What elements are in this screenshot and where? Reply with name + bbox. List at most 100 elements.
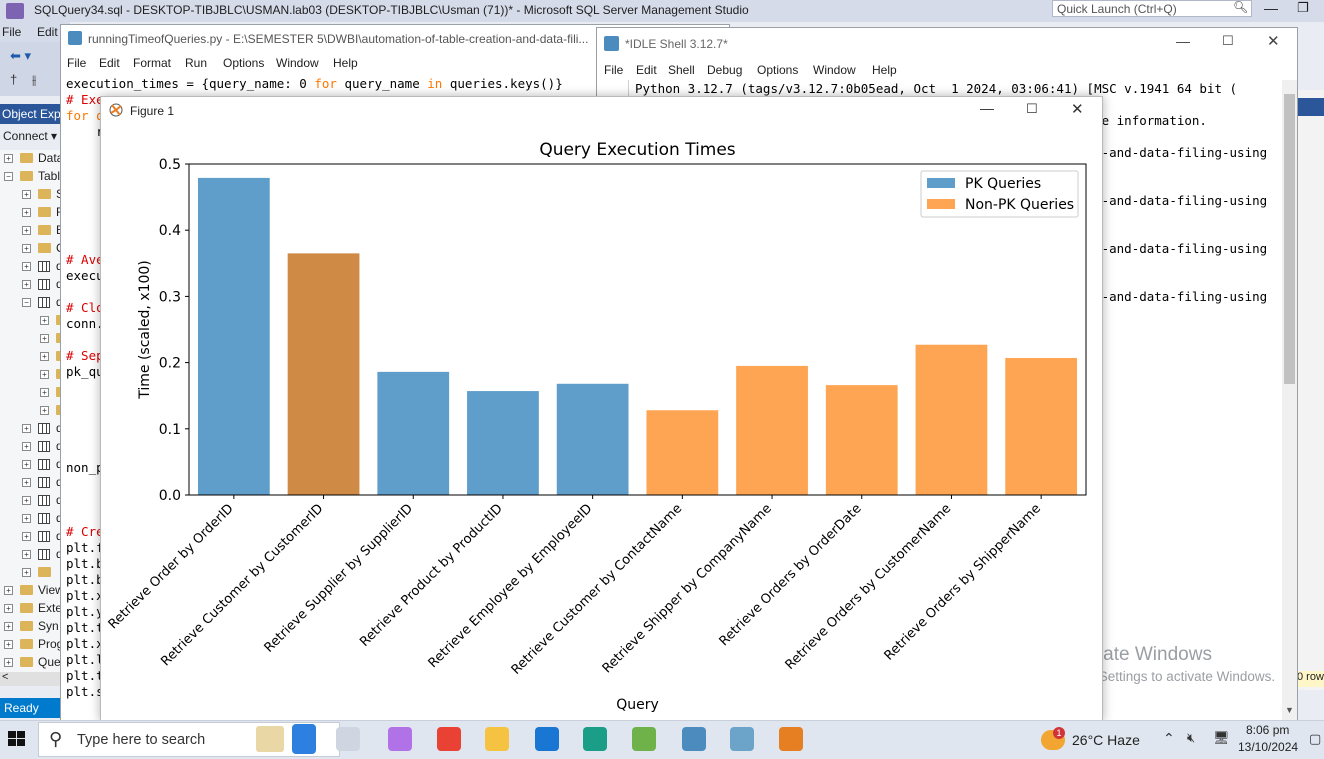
tree-expand-icon[interactable]: +: [22, 532, 31, 541]
code-line: plt.y: [66, 604, 104, 619]
matplotlib-figure-icon: [109, 103, 123, 117]
idle-minimize-button[interactable]: —: [1176, 33, 1190, 49]
figure-minimize-button[interactable]: —: [980, 100, 994, 116]
idle-scroll-down-icon[interactable]: ▼: [1285, 705, 1294, 715]
taskbar-search-input[interactable]: [38, 722, 340, 757]
figure-close-button[interactable]: ✕: [1071, 101, 1084, 118]
taskbar-widget-icon[interactable]: [292, 724, 316, 754]
idle-shell-output[interactable]: Python 3.12.7 (tags/v3.12.7:0b05ead, Oct…: [628, 80, 1280, 710]
editor-menu-format[interactable]: Format: [133, 56, 172, 70]
back-arrow-icon[interactable]: ⬅︎ ▾: [10, 48, 32, 63]
idle-menu-edit[interactable]: Edit: [636, 63, 657, 77]
tree-collapse-icon[interactable]: −: [4, 172, 13, 181]
windows-start-icon[interactable]: [2, 722, 32, 756]
volume-muted-icon[interactable]: 🔇︎: [1187, 730, 1196, 745]
figure-maximize-button[interactable]: ☐: [1026, 101, 1038, 116]
tree-expand-icon[interactable]: +: [22, 424, 31, 433]
tree-expand-icon[interactable]: +: [22, 478, 31, 487]
folder-icon: [56, 405, 62, 415]
editor-menu-help[interactable]: Help: [333, 56, 358, 70]
tree-expand-icon[interactable]: +: [22, 442, 31, 451]
idle-app-icon: [604, 36, 619, 51]
tree-expand-icon[interactable]: +: [22, 280, 31, 289]
ssms-minimize-button[interactable]: —: [1264, 0, 1278, 16]
tree-expand-icon[interactable]: +: [22, 208, 31, 217]
tree-node-label: S: [56, 187, 62, 201]
tree-expand-icon[interactable]: +: [4, 586, 13, 595]
chevron-up-icon[interactable]: ⌃: [1163, 730, 1175, 746]
editor-menu-edit[interactable]: Edit: [99, 56, 120, 70]
tree-expand-icon[interactable]: +: [4, 640, 13, 649]
quick-launch-search-icon[interactable]: 🔍︎: [1233, 0, 1249, 14]
tree-expand-icon[interactable]: +: [4, 622, 13, 631]
y-tick-label: 0.2: [159, 356, 181, 372]
tree-expand-icon[interactable]: +: [22, 550, 31, 559]
matplotlib-icon[interactable]: [779, 727, 803, 751]
editor-menu-window[interactable]: Window: [276, 56, 319, 70]
clock-date[interactable]: 13/10/2024: [1238, 740, 1299, 754]
network-icon[interactable]: 🖥︎: [1213, 730, 1230, 745]
clock-time[interactable]: 8:06 pm: [1246, 723, 1290, 737]
tree-node-label: d: [56, 457, 62, 471]
tree-expand-icon[interactable]: +: [40, 406, 49, 415]
quick-launch-input[interactable]: Quick Launch (Ctrl+Q): [1052, 0, 1252, 17]
chrome-icon[interactable]: [437, 727, 461, 751]
tree-expand-icon[interactable]: +: [4, 154, 13, 163]
editor-window-title: runningTimeofQueries.py - E:\SEMESTER 5\…: [88, 32, 589, 46]
folder-icon: [20, 153, 33, 163]
idle-menu-options[interactable]: Options: [757, 63, 799, 77]
tree-expand-icon[interactable]: +: [40, 334, 49, 343]
code-line: plt.b: [66, 572, 104, 587]
tree-expand-icon[interactable]: +: [22, 244, 31, 253]
tree-expand-icon[interactable]: +: [4, 658, 13, 667]
filter-icon[interactable]: ⫲: [32, 72, 37, 87]
idle-menu-debug[interactable]: Debug: [707, 63, 743, 77]
tree-expand-icon[interactable]: +: [4, 604, 13, 613]
editor-code-area[interactable]: execution_times = {query_name: 0 for que…: [61, 74, 597, 714]
editor-menu-file[interactable]: File: [67, 56, 87, 70]
task-view-icon[interactable]: [336, 727, 360, 751]
tree-expand-icon[interactable]: +: [22, 496, 31, 505]
edge-icon[interactable]: [583, 727, 607, 751]
tree-expand-icon[interactable]: +: [22, 568, 31, 577]
connect-button[interactable]: Connect ▾: [3, 129, 58, 143]
tree-expand-icon[interactable]: +: [40, 316, 49, 325]
editor-menu-run[interactable]: Run: [185, 56, 208, 70]
ssms-window-title: SQLQuery34.sql - DESKTOP-TIBJBLC\USMAN.l…: [34, 3, 749, 17]
idle-menu-window[interactable]: Window: [813, 63, 856, 77]
mail-icon[interactable]: [535, 727, 559, 751]
idle-menu-help[interactable]: Help: [872, 63, 897, 77]
notification-icon[interactable]: ▢: [1309, 731, 1322, 746]
copilot-icon[interactable]: [388, 727, 412, 751]
object-explorer-hscroll[interactable]: <: [0, 671, 62, 686]
pin-icon[interactable]: †: [10, 72, 18, 87]
folder-icon: [38, 567, 51, 577]
idle-close-button[interactable]: ✕: [1267, 33, 1280, 50]
python-icon[interactable]: [682, 727, 706, 751]
bar-6: [646, 410, 719, 495]
idle-menu-shell[interactable]: Shell: [668, 63, 695, 77]
file-explorer-icon[interactable]: [485, 727, 509, 751]
idle-maximize-button[interactable]: ☐: [1222, 33, 1234, 48]
idle-scroll-thumb[interactable]: [1284, 94, 1295, 384]
tree-node-label: Data: [38, 151, 62, 165]
search-highlight-icon[interactable]: [256, 726, 284, 752]
ssms-menu-edit[interactable]: Edit: [37, 25, 58, 39]
tree-expand-icon[interactable]: +: [22, 460, 31, 469]
tree-expand-icon[interactable]: +: [22, 262, 31, 271]
idle-menu-file[interactable]: File: [604, 63, 624, 77]
tree-expand-icon[interactable]: +: [22, 514, 31, 523]
ssms-menu-file[interactable]: File: [2, 25, 22, 39]
photos-icon[interactable]: [632, 727, 656, 751]
tree-node-label: d: [56, 511, 62, 525]
files-icon[interactable]: [730, 727, 754, 751]
tree-expand-icon[interactable]: +: [22, 190, 31, 199]
tree-expand-icon[interactable]: +: [40, 370, 49, 379]
tree-expand-icon[interactable]: +: [40, 352, 49, 361]
ssms-restore-button[interactable]: ❐: [1297, 0, 1309, 15]
weather-text[interactable]: 26°C Haze: [1072, 732, 1140, 748]
editor-menu-options[interactable]: Options: [223, 56, 265, 70]
tree-expand-icon[interactable]: +: [40, 388, 49, 397]
tree-expand-icon[interactable]: +: [22, 226, 31, 235]
tree-collapse-icon[interactable]: −: [22, 298, 31, 307]
